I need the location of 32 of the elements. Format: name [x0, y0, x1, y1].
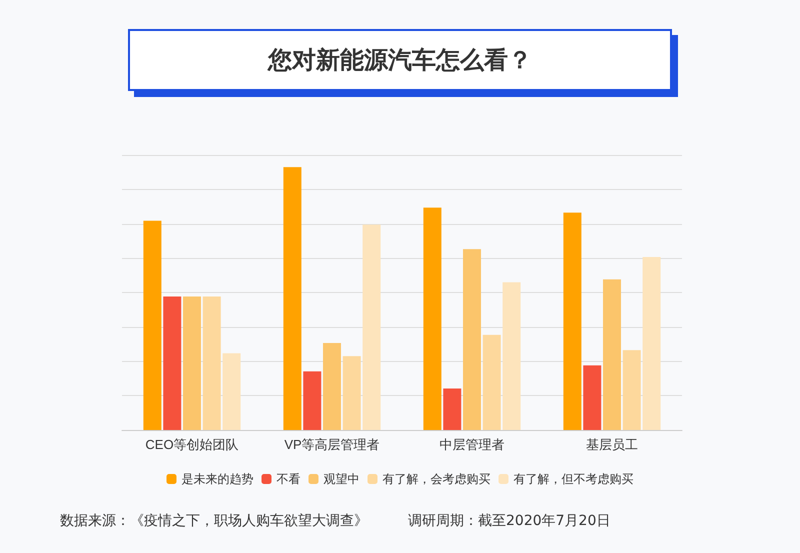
legend-label: 有了解，会考虑购买 [382, 472, 490, 486]
bar [583, 365, 602, 430]
x-tick-label: VP等高层管理者 [284, 437, 380, 452]
bar [183, 296, 201, 430]
x-tick-label: 中层管理者 [440, 437, 504, 452]
legend-label: 不看 [276, 472, 300, 486]
bar [143, 220, 162, 430]
bar [163, 296, 182, 430]
bar [443, 388, 462, 430]
bar [642, 257, 661, 430]
bar [362, 224, 381, 430]
bar [463, 249, 481, 430]
bar [482, 334, 501, 430]
x-tick-label: CEO等创始团队 [145, 437, 239, 452]
chart-title: 您对新能源汽车怎么看？ [128, 29, 672, 91]
x-tick-label: 基层员工 [586, 437, 638, 452]
bar [202, 296, 221, 430]
bar [342, 356, 361, 430]
legend-label: 是未来的趋势 [182, 472, 254, 486]
legend-label: 观望中 [324, 472, 360, 486]
bar [622, 350, 641, 430]
bar [222, 353, 241, 430]
text: 调研周期：截至2020年7月20日 [408, 512, 610, 530]
bar [303, 371, 322, 430]
bar [323, 342, 341, 430]
bar [423, 208, 442, 430]
legend-label: 有了解，但不考虑购买 [514, 472, 634, 486]
bar [502, 282, 521, 430]
bar [283, 167, 302, 430]
bar [603, 279, 621, 430]
bar [563, 212, 582, 430]
source-note: 数据来源：《疫情之下，职场人购车欲望大调查》 [60, 512, 368, 530]
